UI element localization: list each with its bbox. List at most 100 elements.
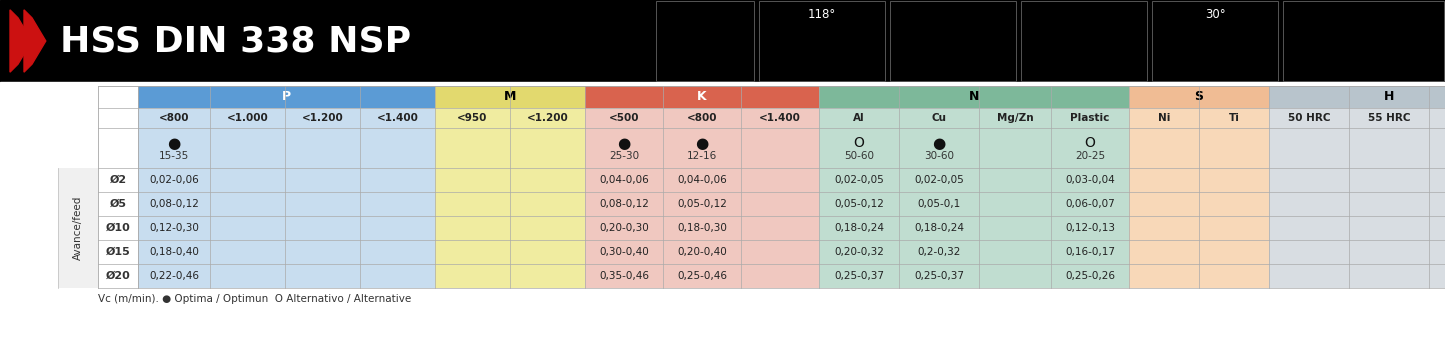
Bar xyxy=(435,108,510,128)
Bar xyxy=(1429,128,1445,168)
Text: O: O xyxy=(1085,136,1095,150)
Bar xyxy=(139,86,435,108)
Text: 0,18-0,40: 0,18-0,40 xyxy=(149,247,199,257)
Bar xyxy=(899,240,980,264)
Bar xyxy=(98,128,139,168)
Bar xyxy=(285,192,360,216)
Text: 0,12-0,13: 0,12-0,13 xyxy=(1065,223,1116,233)
Text: N: N xyxy=(968,91,980,104)
Bar xyxy=(1429,216,1445,240)
Bar xyxy=(210,192,285,216)
Bar xyxy=(435,216,510,240)
Bar xyxy=(510,264,585,288)
Text: 30-60: 30-60 xyxy=(923,151,954,161)
Bar xyxy=(980,108,1051,128)
Bar xyxy=(360,264,435,288)
Bar xyxy=(1051,108,1129,128)
Bar xyxy=(585,168,663,192)
Text: 0,04-0,06: 0,04-0,06 xyxy=(600,175,649,185)
Bar xyxy=(1022,1,1147,81)
Bar xyxy=(663,216,741,240)
Bar xyxy=(819,240,899,264)
Text: Ø10: Ø10 xyxy=(105,223,130,233)
Bar xyxy=(210,108,285,128)
Text: 0,25-0,26: 0,25-0,26 xyxy=(1065,271,1116,281)
Bar xyxy=(210,168,285,192)
Bar xyxy=(819,108,899,128)
Text: <500: <500 xyxy=(608,113,639,123)
Bar xyxy=(899,216,980,240)
Bar xyxy=(139,264,210,288)
Bar xyxy=(741,108,819,128)
Bar xyxy=(585,128,663,168)
Bar xyxy=(819,216,899,240)
Bar xyxy=(1199,192,1269,216)
Bar xyxy=(139,240,210,264)
Bar xyxy=(899,108,980,128)
Text: <1.200: <1.200 xyxy=(302,113,344,123)
Bar xyxy=(510,192,585,216)
Bar xyxy=(139,192,210,216)
Text: Ni: Ni xyxy=(1157,113,1170,123)
Text: ●: ● xyxy=(617,136,630,151)
Text: 0,25-0,46: 0,25-0,46 xyxy=(678,271,727,281)
Bar xyxy=(980,240,1051,264)
Bar xyxy=(1429,168,1445,192)
Text: 20-25: 20-25 xyxy=(1075,151,1105,161)
Bar xyxy=(1350,108,1429,128)
Bar xyxy=(1283,1,1444,81)
Bar xyxy=(899,264,980,288)
Text: 0,30-0,40: 0,30-0,40 xyxy=(600,247,649,257)
Text: 0,16-0,17: 0,16-0,17 xyxy=(1065,247,1116,257)
Bar xyxy=(1129,108,1199,128)
Text: 0,05-0,12: 0,05-0,12 xyxy=(678,199,727,209)
Text: Vc (m/min). ● Optima / Optimun  O Alternativo / Alternative: Vc (m/min). ● Optima / Optimun O Alterna… xyxy=(98,294,412,304)
Text: 50 HRC: 50 HRC xyxy=(1287,113,1331,123)
Bar xyxy=(435,128,510,168)
Bar xyxy=(210,128,285,168)
Text: <800: <800 xyxy=(159,113,189,123)
Text: 0,04-0,06: 0,04-0,06 xyxy=(678,175,727,185)
Bar xyxy=(1429,240,1445,264)
Bar xyxy=(510,128,585,168)
Bar xyxy=(285,168,360,192)
Text: HSS DIN 338 NSP: HSS DIN 338 NSP xyxy=(61,24,412,58)
Text: Ti: Ti xyxy=(1228,113,1240,123)
Bar xyxy=(1269,240,1350,264)
Bar xyxy=(1129,192,1199,216)
Text: Avance/feed: Avance/feed xyxy=(74,196,82,260)
Text: P: P xyxy=(282,91,290,104)
Bar xyxy=(0,0,1445,82)
Bar xyxy=(98,264,139,288)
Bar xyxy=(1152,1,1277,81)
Bar xyxy=(58,86,1445,288)
Bar xyxy=(98,168,139,192)
Text: 0,20-0,40: 0,20-0,40 xyxy=(678,247,727,257)
Bar xyxy=(1129,264,1199,288)
Text: Ø15: Ø15 xyxy=(105,247,130,257)
Text: 0,12-0,30: 0,12-0,30 xyxy=(149,223,199,233)
Bar xyxy=(210,240,285,264)
Bar xyxy=(1129,240,1199,264)
Text: Al: Al xyxy=(853,113,864,123)
Bar xyxy=(1269,192,1350,216)
Bar xyxy=(360,192,435,216)
Bar xyxy=(980,216,1051,240)
Bar xyxy=(98,192,139,216)
Bar xyxy=(210,264,285,288)
Bar xyxy=(510,168,585,192)
Bar xyxy=(759,1,884,81)
Text: Plastic: Plastic xyxy=(1071,113,1110,123)
Bar xyxy=(1429,264,1445,288)
Bar xyxy=(1350,216,1429,240)
Bar xyxy=(285,216,360,240)
Bar xyxy=(890,1,1016,81)
Bar xyxy=(285,240,360,264)
Text: 0,18-0,24: 0,18-0,24 xyxy=(834,223,884,233)
Text: 0,02-0,05: 0,02-0,05 xyxy=(915,175,964,185)
Text: 0,06-0,07: 0,06-0,07 xyxy=(1065,199,1116,209)
Text: 0,22-0,46: 0,22-0,46 xyxy=(149,271,199,281)
Bar xyxy=(98,216,139,240)
Bar xyxy=(1051,240,1129,264)
Bar xyxy=(435,168,510,192)
